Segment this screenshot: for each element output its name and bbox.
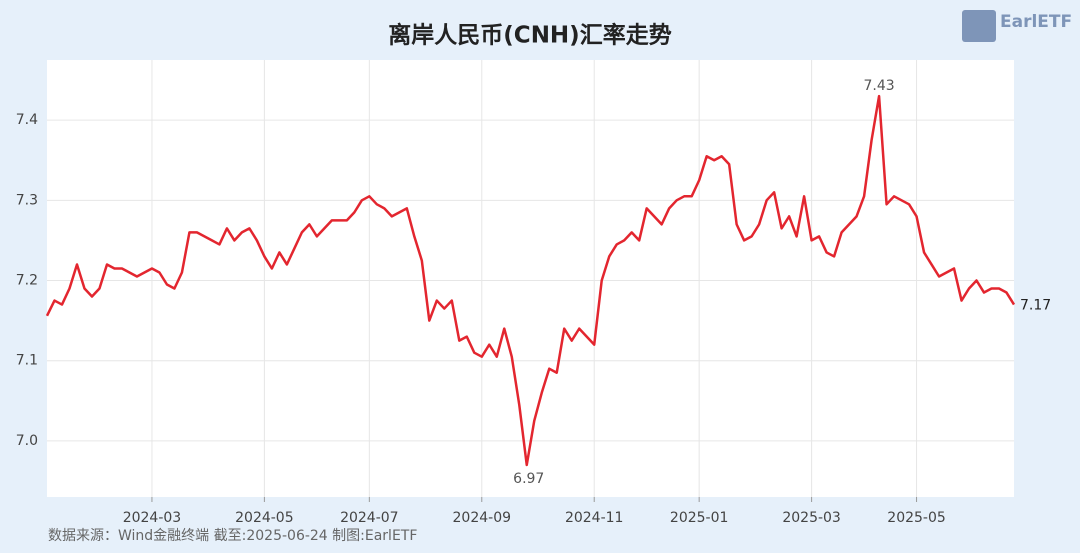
value-label: 7.17 [1020, 298, 1051, 314]
y-tick-label: 7.2 [16, 273, 38, 289]
x-tick-label: 2024-11 [565, 510, 624, 526]
x-tick-label: 2025-03 [782, 510, 841, 526]
plot-area [47, 60, 1014, 497]
chart-title: 离岸人民币(CNH)汇率走势 [388, 22, 671, 49]
value-label: 6.97 [513, 471, 544, 487]
x-tick-label: 2024-09 [453, 510, 512, 526]
x-tick-label: 2024-07 [340, 510, 399, 526]
x-tick-label: 2024-03 [123, 510, 182, 526]
x-tick-label: 2024-05 [235, 510, 294, 526]
y-tick-label: 7.1 [16, 353, 38, 369]
source-note: 数据来源：Wind金融终端 截至:2025-06-24 制图:EarlETF [48, 528, 417, 544]
y-tick-label: 7.3 [16, 192, 38, 208]
y-tick-label: 7.0 [16, 433, 38, 449]
x-tick-label: 2025-01 [670, 510, 729, 526]
rate-line [45, 94, 1016, 467]
y-tick-label: 7.4 [16, 112, 38, 128]
value-label: 7.43 [863, 78, 894, 94]
x-tick-label: 2025-05 [887, 510, 946, 526]
logo: EarlETF [1000, 12, 1072, 32]
logo-icon [962, 10, 996, 42]
